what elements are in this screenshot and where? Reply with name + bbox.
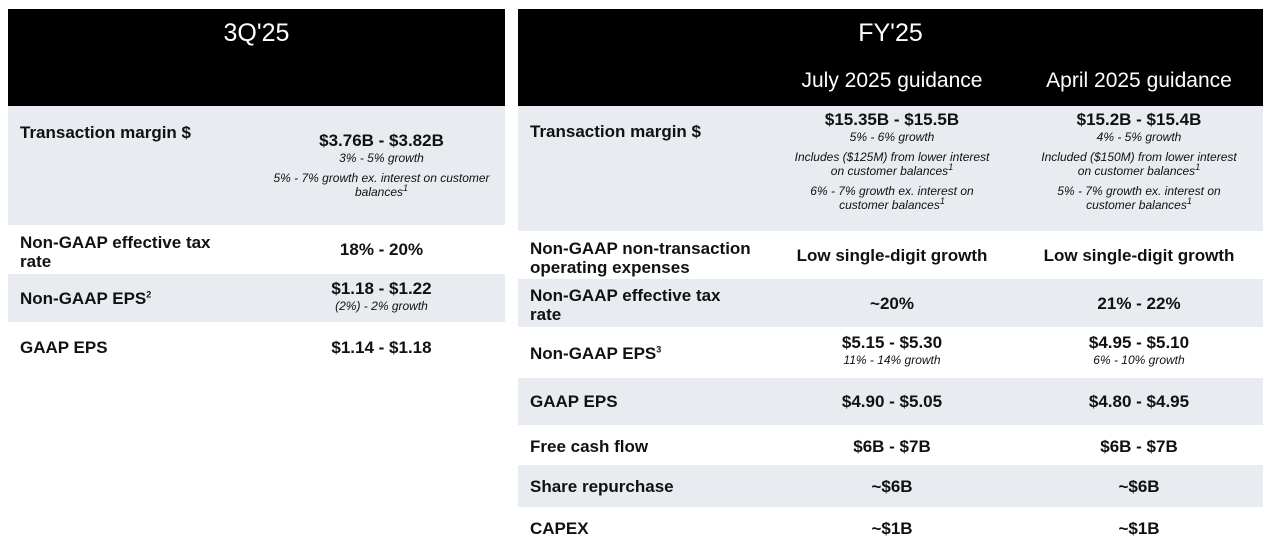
growth-ex-interest-note: 5% - 7% growth ex. interest on customer … [1057,184,1221,212]
april-value-cell: $4.95 - $5.10 6% - 10% growth [1015,332,1263,367]
row-value-cell: $3.76B - $3.82B 3% - 5% growth 5% - 7% g… [258,130,505,199]
value: $4.95 - $5.10 [1088,333,1190,352]
column-header-july: July 2025 guidance [801,69,983,92]
value: $1.18 - $1.22 [331,279,432,298]
row-label: Transaction margin $ [530,122,701,141]
april-value: ~$1B [1118,519,1160,538]
growth-note: (2%) - 2% growth [335,299,428,313]
value: $3.76B - $3.82B [319,131,444,150]
table-row-non-gaap-eps: Non-GAAP EPS3 $5.15 - $5.30 11% - 14% gr… [518,327,1263,378]
quarter-period-title: 3Q'25 [223,19,290,47]
footnote-marker: 1 [939,196,945,206]
quarter-guidance-table: 3Q'25 Transaction margin $ $3.76B - $3.8… [8,9,505,372]
table-row-capex: CAPEX ~$1B ~$1B [518,507,1263,550]
table-row-tax-rate: Non-GAAP effective tax rate ~20% 21% - 2… [518,279,1263,327]
april-value: $6B - $7B [1100,437,1178,456]
growth-note: 4% - 5% growth [1096,130,1182,144]
full-year-guidance-table: FY'25 July 2025 guidance April 2025 guid… [518,9,1263,550]
growth-ex-interest-note: 5% - 7% growth ex. interest on customer … [273,171,490,199]
full-year-header: FY'25 July 2025 guidance April 2025 guid… [518,9,1263,106]
table-row-gaap-eps: GAAP EPS $1.14 - $1.18 [8,322,505,372]
row-label: GAAP EPS [20,338,108,357]
july-value-cell: $5.15 - $5.30 11% - 14% growth [768,332,1016,367]
growth-note: 3% - 5% growth [339,151,424,165]
footnote-marker: 1 [1195,162,1201,172]
table-row-transaction-margin: Transaction margin $ $15.35B - $15.5B 5%… [518,106,1263,231]
value: $5.15 - $5.30 [841,333,943,352]
interest-note: Includes ($125M) from lower interest on … [794,150,990,178]
footnote-marker: 1 [403,183,409,193]
value: $15.35B - $15.5B [824,110,960,129]
table-row-share-repurchase: Share repurchase ~$6B ~$6B [518,465,1263,507]
july-value: $6B - $7B [853,437,931,456]
april-value-cell: $15.2B - $15.4B 4% - 5% growth Included … [1015,109,1263,212]
july-value-cell: $15.35B - $15.5B 5% - 6% growth Includes… [768,109,1016,212]
july-value: ~20% [870,294,914,313]
april-value: Low single-digit growth [1043,246,1235,265]
row-value-cell: $1.18 - $1.22 (2%) - 2% growth [258,278,505,313]
value: $1.14 - $1.18 [331,338,432,357]
row-label: Transaction margin $ [20,123,191,142]
april-value: ~$6B [1118,477,1160,496]
row-label: Non-GAAP effective tax rate [530,286,721,324]
footnote-marker: 2 [146,289,152,300]
april-value: 21% - 22% [1097,294,1181,313]
interest-note: Included ($150M) from lower interest on … [1041,150,1237,178]
table-row-non-transaction-opex: Non-GAAP non-transaction operating expen… [518,231,1263,279]
row-label: Non-GAAP effective tax rate [20,233,211,271]
row-label: GAAP EPS [530,392,618,411]
july-value: Low single-digit growth [796,246,988,265]
table-row-transaction-margin: Transaction margin $ $3.76B - $3.82B 3% … [8,106,505,225]
full-year-period-title: FY'25 [858,19,923,47]
quarter-header: 3Q'25 [8,9,505,106]
row-label: Non-GAAP EPS3 [530,344,662,363]
table-row-non-gaap-eps: Non-GAAP EPS2 $1.18 - $1.22 (2%) - 2% gr… [8,274,505,322]
growth-note: 11% - 14% growth [843,353,941,367]
column-header-april: April 2025 guidance [1046,69,1232,92]
july-value: ~$1B [871,519,913,538]
growth-note: 6% - 10% growth [1093,353,1185,367]
footnote-marker: 3 [656,344,662,355]
row-label: Free cash flow [530,437,649,456]
value: 18% - 20% [339,240,424,259]
row-label: Share repurchase [530,477,674,496]
growth-note: 5% - 6% growth [849,130,935,144]
value: $15.2B - $15.4B [1076,110,1202,129]
april-value: $4.80 - $4.95 [1088,392,1190,411]
july-value: $4.90 - $5.05 [841,392,943,411]
table-row-tax-rate: Non-GAAP effective tax rate 18% - 20% [8,225,505,274]
row-label: Non-GAAP non-transaction operating expen… [530,239,751,277]
row-label: CAPEX [530,519,589,538]
growth-ex-interest-note: 6% - 7% growth ex. interest on customer … [810,184,974,212]
july-value: ~$6B [871,477,913,496]
footnote-marker: 1 [1186,196,1192,206]
footnote-marker: 1 [948,162,954,172]
row-label: Non-GAAP EPS2 [20,289,152,308]
table-row-free-cash-flow: Free cash flow $6B - $7B $6B - $7B [518,425,1263,465]
table-row-gaap-eps: GAAP EPS $4.90 - $5.05 $4.80 - $4.95 [518,378,1263,425]
